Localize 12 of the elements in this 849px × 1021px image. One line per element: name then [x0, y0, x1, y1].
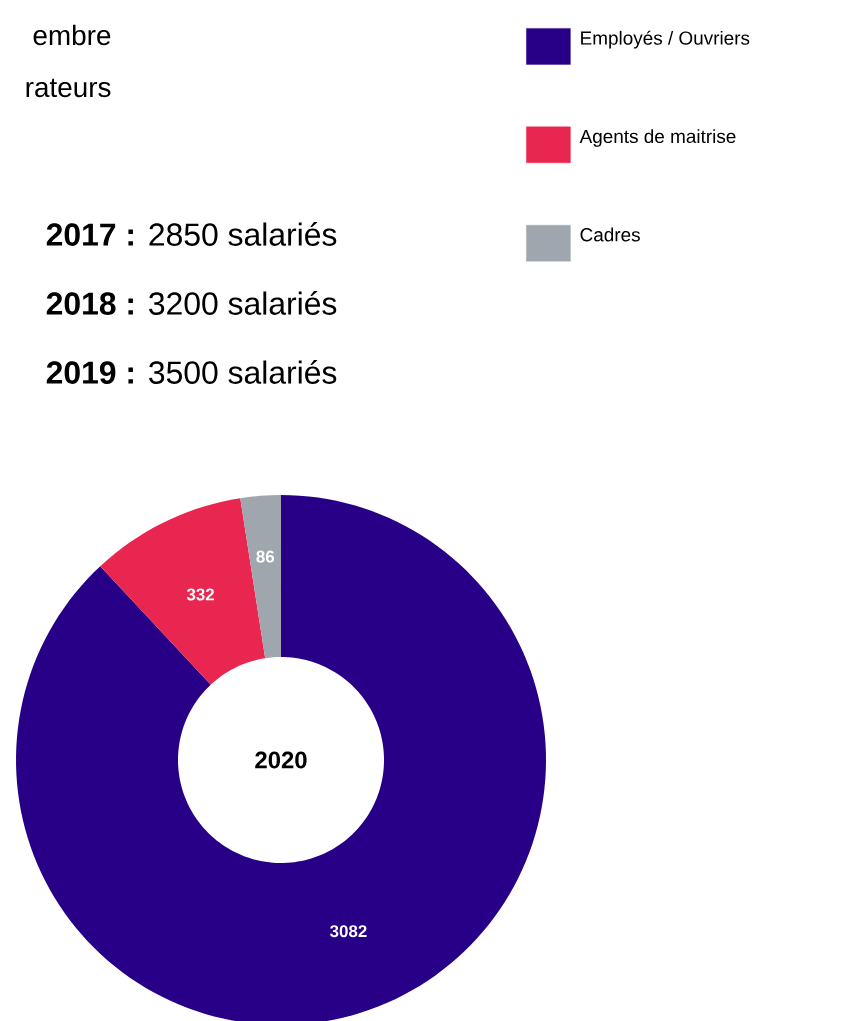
text: 2019 : 3500 salariés — [46, 360, 337, 384]
text: rateurs — [26, 78, 111, 98]
text: embre — [33, 24, 111, 46]
text: 2018 : 3200 salariés — [46, 291, 337, 315]
text: 2020 — [255, 751, 307, 769]
legend-label: Cadres — [580, 227, 640, 242]
data-label: 332 — [186, 588, 215, 601]
legend-label: Employés / Ouvriers — [581, 30, 750, 49]
legend-label: Agents de maitrise — [579, 129, 736, 147]
data-label: 3082 — [329, 925, 367, 938]
text: 2017 : 2850 salariés — [46, 222, 337, 246]
data-label: 86 — [256, 550, 275, 563]
